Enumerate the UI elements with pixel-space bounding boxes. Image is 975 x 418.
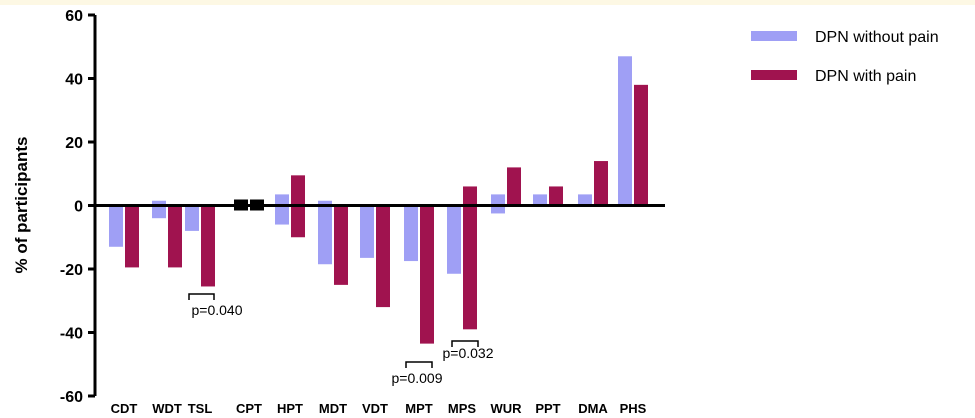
bar-gain-wur-without-pain: [491, 194, 505, 206]
bar-gain-hpt-without-pain: [275, 194, 289, 206]
bar-loss-tsl-with-pain: [201, 205, 215, 287]
bar-loss-vdt-with-pain: [376, 205, 390, 308]
bar-gain-hpt-with-pain: [291, 175, 305, 206]
bar-loss-cdt-without-pain: [109, 205, 123, 247]
y-axis-label: % of participants: [12, 137, 31, 274]
x-category-label: PHS: [620, 401, 647, 416]
x-category-label: PPT: [535, 401, 560, 416]
bar-loss-tsl-without-pain: [185, 205, 199, 231]
x-category-label: TSL: [188, 401, 213, 416]
x-category-label: HPT: [277, 401, 303, 416]
y-tick-label: 40: [65, 72, 83, 89]
significance-bracket-mps: [451, 340, 479, 347]
x-category-label: DMA: [578, 401, 608, 416]
significance-label-mpt: p=0.009: [392, 370, 443, 386]
top-band: [0, 0, 975, 5]
bar-gain-ppt-with-pain: [549, 186, 563, 206]
bar-loss-mpt-with-pain: [420, 205, 434, 344]
y-tick-label: -40: [60, 326, 83, 343]
x-category-label: CDT: [111, 401, 138, 416]
legend-swatch-without-pain: [751, 31, 797, 41]
bar-loss-mpt-without-pain: [404, 205, 418, 262]
bar-loss-hpt-without-pain: [275, 205, 289, 225]
bar-gain-wdt-without-pain: [152, 200, 166, 206]
x-category-label: WDT: [152, 401, 182, 416]
bar-gain-phs-without-pain: [618, 56, 632, 206]
y-tick-label: -20: [60, 262, 83, 279]
bar-gain-ppt-without-pain: [533, 194, 547, 206]
y-tick-label: -60: [60, 389, 83, 406]
bar-gain-dma-with-pain: [594, 161, 608, 206]
bar-gain-dma-without-pain: [578, 194, 592, 206]
bar-gain-mps-with-pain: [463, 186, 477, 206]
bar-loss-wdt-without-pain: [152, 205, 166, 219]
y-tick-label: 60: [65, 8, 83, 25]
bar-loss-hpt-with-pain: [291, 205, 305, 238]
x-category-label: MPT: [405, 401, 433, 416]
bar-loss-mps-without-pain: [447, 205, 461, 274]
bar-loss-vdt-without-pain: [360, 205, 374, 258]
bar-loss-mdt-with-pain: [334, 205, 348, 285]
legend-label-with-pain: DPN with pain: [815, 68, 916, 85]
x-category-label: MPS: [448, 401, 477, 416]
bar-gain-mdt-without-pain: [318, 200, 332, 206]
significance-label-tsl: p=0.040: [192, 302, 243, 318]
bar-gain-phs-with-pain: [634, 84, 648, 206]
y-tick-label: 0: [74, 199, 83, 216]
legend-label-without-pain: DPN without pain: [815, 29, 939, 46]
x-category-label: CPT: [236, 401, 262, 416]
bar-loss-wdt-with-pain: [168, 205, 182, 268]
x-category-label: VDT: [362, 401, 388, 416]
x-category-label: WUR: [490, 401, 522, 416]
significance-bracket-tsl: [188, 293, 215, 300]
bar-loss-mps-with-pain: [463, 205, 477, 330]
bar-loss-wur-without-pain: [491, 205, 505, 214]
bar-loss-cdt-with-pain: [125, 205, 139, 268]
legend-swatch-with-pain: [751, 70, 797, 80]
significance-label-mps: p=0.032: [443, 345, 494, 361]
y-tick-label: 20: [65, 135, 83, 152]
x-category-label: MDT: [319, 401, 347, 416]
legend: DPN without pain DPN with pain: [751, 29, 939, 85]
significance-bracket-mpt: [405, 361, 433, 368]
bar-gain-wur-with-pain: [507, 167, 521, 206]
bar-loss-mdt-without-pain: [318, 205, 332, 265]
